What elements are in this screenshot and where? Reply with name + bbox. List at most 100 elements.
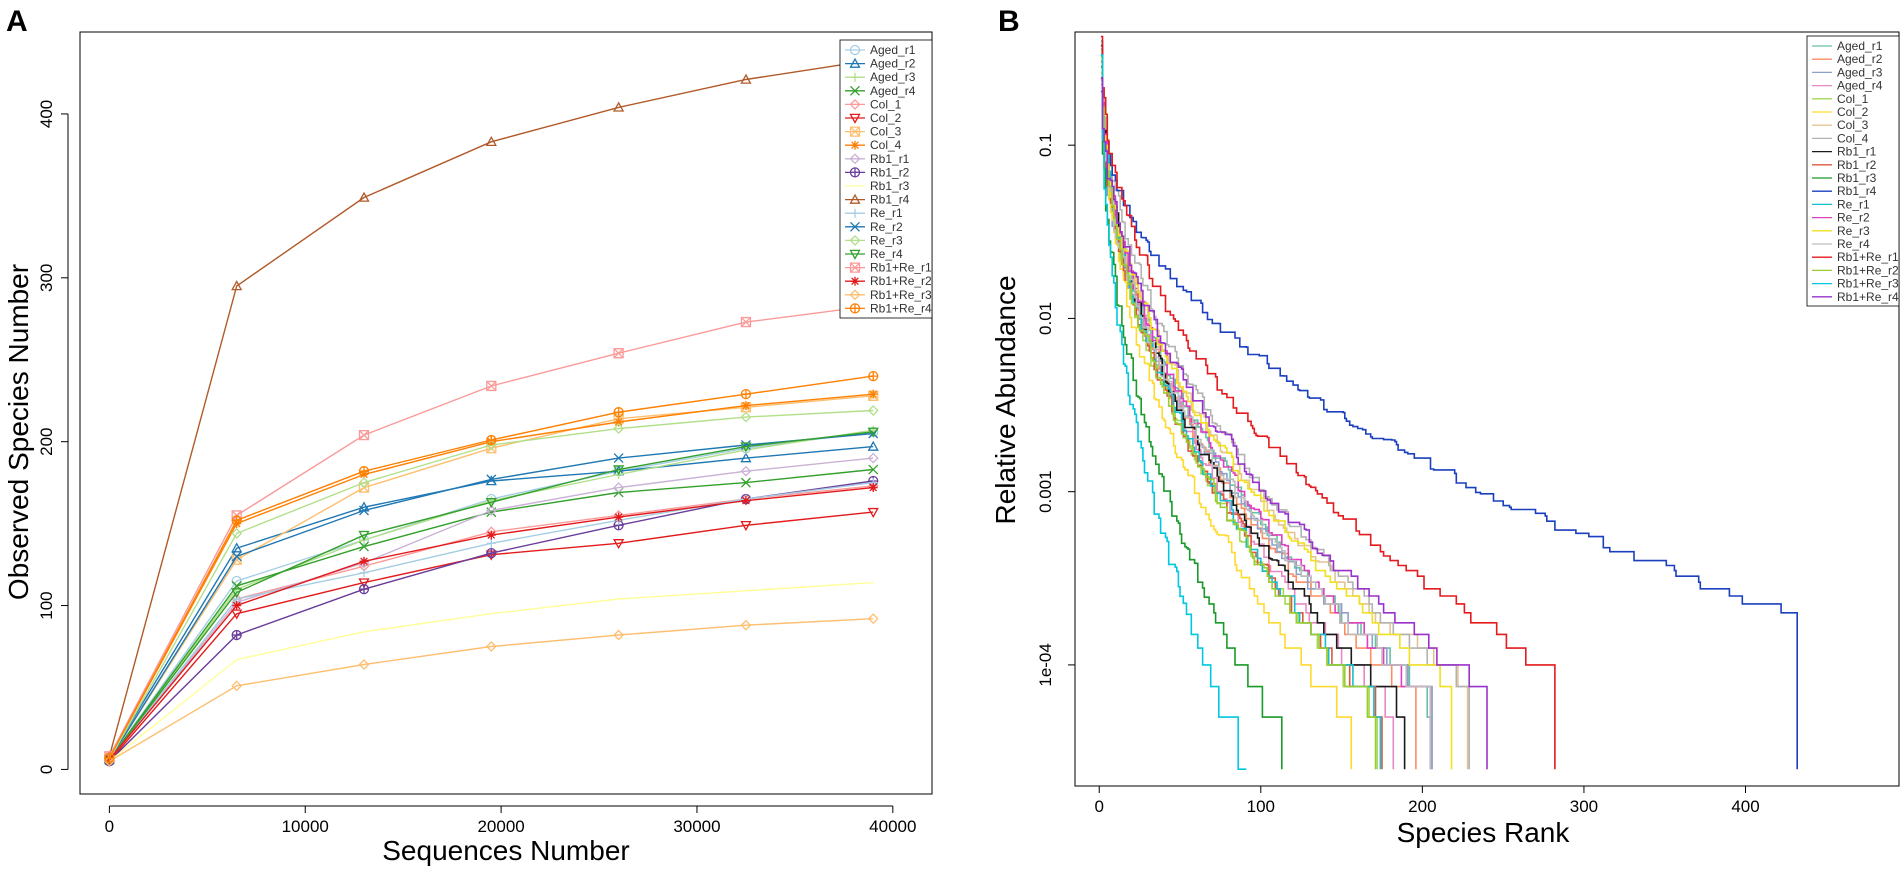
panel-b-legend-label: Re_r1 — [1837, 197, 1870, 211]
panel-a-legend-item: Aged_r3 — [845, 70, 916, 84]
panel-a-data-point — [740, 465, 752, 477]
panel-a-series-Rb1+Re_r4 — [104, 370, 879, 764]
panel-b-series-Re_r1 — [1100, 40, 1382, 770]
panel-a-legend-label: Col_4 — [870, 138, 902, 152]
panel-b-legend-label: Col_1 — [1837, 92, 1869, 106]
panel-b-legend-item: Rb1_r3 — [1812, 171, 1877, 185]
panel-b-legend-item: Aged_r2 — [1812, 52, 1883, 66]
panel-a-y-tick-label: 400 — [37, 100, 56, 128]
panel-a-data-point — [231, 542, 243, 553]
panel-a-data-point — [867, 405, 879, 416]
panel-b-legend-item: Rb1+Re_r4 — [1812, 290, 1899, 304]
panel-a-legend-label: Rb1_r2 — [870, 165, 910, 179]
panel-b-legend-item: Rb1+Re_r3 — [1812, 277, 1899, 291]
panel-a-data-point — [231, 528, 243, 539]
panel-a-data-point — [485, 135, 497, 147]
panel-b-legend-label: Col_3 — [1837, 118, 1869, 132]
panel-a-legend-marker — [850, 72, 860, 82]
panel-a-data-point — [358, 477, 370, 489]
panel-a-data-point — [614, 512, 624, 522]
panel-a-data-point — [231, 515, 242, 526]
panel-a-x-tick-label: 20000 — [477, 817, 524, 836]
panel-a-series-line — [109, 618, 874, 762]
panel-a-legend-marker — [849, 167, 861, 178]
panel-b-y-tick-label: 0.001 — [1036, 470, 1055, 513]
panel-b-legend-item: Aged_r1 — [1812, 39, 1883, 53]
panel-a-data-point — [358, 659, 370, 670]
panel-b-y-tick-label: 0.01 — [1036, 302, 1055, 335]
panel-a-data-point — [867, 507, 879, 518]
panel-a-data-point — [613, 101, 625, 112]
panel-a-legend-item: Rb1_r4 — [845, 193, 910, 207]
panel-b-series-Rb1+Re_r1 — [1100, 35, 1556, 770]
panel-a-legend-item: Rb1+Re_r3 — [845, 288, 932, 302]
panel-b-series-line — [1100, 55, 1432, 770]
panel-a-legend-marker — [849, 289, 861, 301]
panel-a-legend-item: Rb1+Re_r4 — [845, 301, 932, 315]
panel-a-data-point — [868, 483, 878, 493]
panel-b-series-Rb1_r2 — [1100, 66, 1383, 770]
panel-a-x-tick-label: 30000 — [673, 817, 720, 836]
panel-a-data-point — [358, 191, 370, 202]
panel-a-legend-item: Col_3 — [845, 125, 902, 139]
panel-a-plot-frame — [79, 31, 933, 795]
panel-b-x-tick-label: 400 — [1731, 797, 1759, 816]
panel-a-series-Re_r2 — [104, 428, 879, 765]
panel-b-letter: B — [998, 5, 1020, 38]
panel-a-legend-item: Aged_r1 — [845, 43, 916, 57]
panel-a-data-point — [486, 474, 497, 485]
panel-a-legend-item: Aged_r4 — [845, 84, 916, 98]
panel-a-series-line — [108, 375, 874, 759]
panel-a-data-point — [613, 407, 624, 418]
panel-b-legend-label: Rb1_r2 — [1837, 158, 1877, 172]
panel-a-legend-marker — [850, 140, 860, 150]
panel-b-legend-item: Re_r4 — [1812, 237, 1870, 251]
panel-b-series-Aged_r3 — [1100, 79, 1433, 770]
panel-a-legend-item: Rb1_r1 — [845, 152, 910, 166]
panel-b-y-tick-label: 1e-04 — [1036, 643, 1055, 686]
panel-b-legend-label: Aged_r1 — [1837, 39, 1883, 53]
panel-b-legend-label: Rb1_r3 — [1837, 171, 1877, 185]
panel-b-series-Aged_r1 — [1100, 55, 1432, 770]
panel-a-legend-marker — [849, 234, 861, 246]
panel-a-legend-label: Aged_r2 — [870, 57, 916, 71]
panel-b-series-Rb1+Re_r3 — [1100, 54, 1247, 770]
panel-a-data-point — [231, 588, 243, 599]
panel-a-legend-label: Col_1 — [870, 97, 902, 111]
panel-b-legend-item: Re_r2 — [1812, 211, 1870, 225]
panel-a-data-point — [741, 401, 751, 411]
panel-a-legend-label: Re_r4 — [870, 247, 903, 261]
panel-b-series-line — [1100, 59, 1453, 770]
panel-a-series-line — [108, 432, 874, 760]
panel-a-data-point — [740, 442, 752, 453]
panel-b-series-Re_r3 — [1100, 59, 1453, 770]
panel-a-data-point — [486, 538, 496, 548]
panel-a-legend-item: Rb1_r2 — [845, 165, 910, 179]
panel-a-legend-marker — [849, 57, 861, 68]
panel-b-series-Rb1_r4 — [1100, 90, 1798, 770]
panel-a-legend-item: Col_2 — [845, 111, 902, 125]
panel-b-series-group — [1100, 35, 1798, 770]
panel-b-legend-item: Col_1 — [1812, 92, 1869, 106]
panel-a-legend-item: Rb1+Re_r2 — [845, 274, 932, 288]
panel-a-legend-marker — [849, 262, 861, 273]
panel-b-legend-label: Rb1_r4 — [1837, 184, 1877, 198]
panel-a-letter: A — [6, 5, 28, 38]
panel-b-legend-label: Re_r4 — [1837, 237, 1870, 251]
panel-a-data-point — [740, 452, 752, 463]
panel-a-legend-label: Rb1+Re_r1 — [870, 261, 932, 275]
panel-a-data-point — [231, 629, 242, 641]
panel-a-series-Aged_r2 — [103, 440, 879, 763]
panel-a-data-point — [231, 609, 243, 620]
panel-a-data-point — [358, 429, 370, 441]
panel-a-y-tick-label: 200 — [37, 427, 56, 455]
panel-a-series-line — [108, 581, 874, 762]
panel-a-data-point — [613, 539, 625, 550]
panel-b-series-line — [1100, 90, 1798, 770]
panel-b-legend-item: Col_2 — [1812, 105, 1869, 119]
panel-b-legend-label: Aged_r2 — [1837, 52, 1883, 66]
panel-b-legend-item: Col_3 — [1812, 118, 1869, 132]
panel-a-data-point — [104, 752, 115, 764]
panel-b-series-Rb1_r3 — [1100, 65, 1283, 770]
panel-a-y-tick-label: 300 — [37, 264, 56, 292]
